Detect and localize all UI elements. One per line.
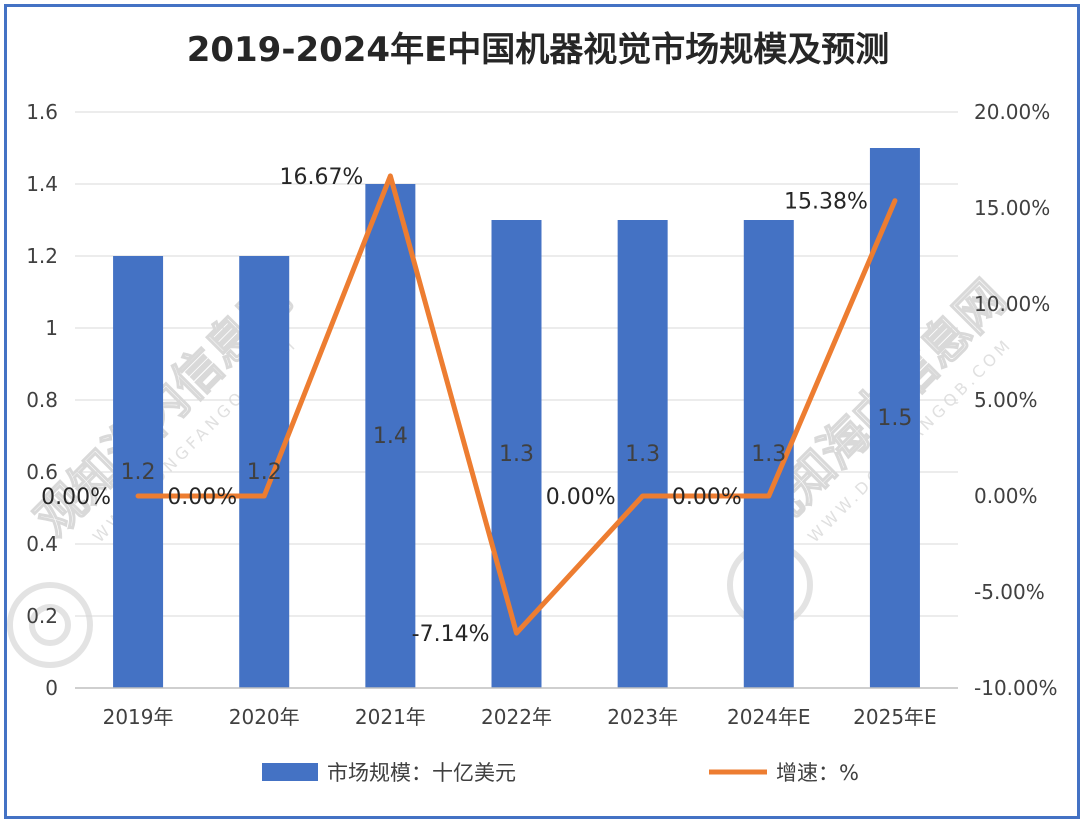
bar: [113, 256, 164, 688]
line-data-label: 0.00%: [167, 485, 237, 510]
bar-data-label: 1.2: [247, 460, 282, 485]
y-right-tick-label: -10.00%: [974, 676, 1057, 700]
line-series: [135, 173, 898, 636]
bar-data-label: 1.5: [877, 406, 912, 431]
x-tick-label: 2019年: [103, 705, 174, 729]
y-left-tick-label: 1.2: [26, 244, 58, 268]
bar: [239, 256, 290, 688]
x-tick-label: 2021年: [355, 705, 426, 729]
bar-series: [113, 148, 920, 688]
x-tick-label: 2024年E: [727, 705, 811, 729]
legend-label-line: 增速：%: [776, 761, 859, 785]
bar: [365, 184, 416, 688]
y-left-tick-label: 1.4: [26, 172, 58, 196]
y-left-tick-label: 0.2: [26, 604, 58, 628]
axes: 0 0.2 0.4 0.6 0.8 1 1.2 1.4 1.6 -10.00% -5.00% 0.00…: [26, 100, 1057, 729]
growth-line: [135, 173, 898, 636]
legend-item-bar: 市场规模：十亿美元: [262, 761, 516, 785]
y-right-tick-label: 15.00%: [974, 196, 1050, 220]
bar-data-label: 1.2: [121, 460, 156, 485]
y-left-tick-label: 0.6: [26, 460, 58, 484]
line-data-label: 16.67%: [279, 165, 363, 190]
legend-label-bar: 市场规模：十亿美元: [327, 761, 516, 785]
legend: 市场规模：十亿美元 增速：%: [262, 761, 859, 785]
y-left-tick-label: 0: [45, 676, 58, 700]
line-data-label: 15.38%: [784, 190, 868, 215]
bar-data-label: 1.3: [499, 442, 534, 467]
x-tick-label: 2023年: [607, 705, 678, 729]
x-tick-label: 2025年E: [853, 705, 937, 729]
line-data-label: 0.00%: [672, 485, 742, 510]
y-right-tick-label: -5.00%: [974, 580, 1045, 604]
y-left-tick-label: 0.4: [26, 532, 58, 556]
bar-data-label: 1.3: [751, 442, 786, 467]
bar: [617, 220, 668, 688]
y-left-tick-label: 0.8: [26, 388, 58, 412]
bar: [491, 220, 542, 688]
chart-title: 2019-2024年E中国机器视觉市场规模及预测: [186, 30, 890, 70]
legend-swatch-bar: [262, 763, 318, 781]
line-data-label: -7.14%: [412, 622, 490, 647]
y-right-tick-label: 10.00%: [974, 292, 1050, 316]
y-right-tick-label: 0.00%: [974, 484, 1038, 508]
bar-data-label: 1.4: [373, 424, 408, 449]
y-right-tick-label: 5.00%: [974, 388, 1038, 412]
watermark-logo-0: [7, 582, 93, 668]
y-left-tick-label: 1.6: [26, 100, 58, 124]
x-tick-label: 2020年: [229, 705, 300, 729]
data-labels: 1.2 1.2 1.4 1.3 1.3 1.3 1.5 0.00% 0.00% 16.67% -7.…: [41, 165, 912, 647]
x-tick-label: 2022年: [481, 705, 552, 729]
line-data-label: 0.00%: [546, 485, 616, 510]
y-right-tick-label: 20.00%: [974, 100, 1050, 124]
bar-data-label: 1.3: [625, 442, 660, 467]
line-data-label: 0.00%: [41, 485, 111, 510]
legend-item-line: 增速：%: [709, 761, 859, 785]
y-left-tick-label: 1: [45, 316, 58, 340]
